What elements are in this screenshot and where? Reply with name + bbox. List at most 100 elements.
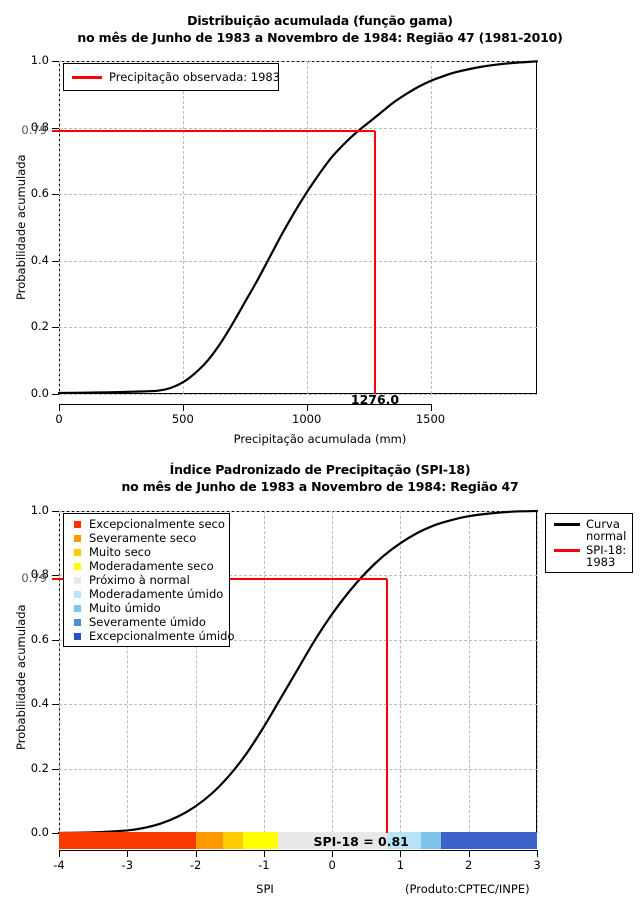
x-tick-label: 2 bbox=[465, 858, 473, 872]
legend-item: SPI-18: 1983 bbox=[546, 544, 632, 568]
grid-line-vertical bbox=[59, 61, 60, 394]
y-tick-mark bbox=[52, 768, 59, 770]
spi-value-annotation: SPI-18 = 0.81 bbox=[313, 834, 409, 849]
y-tick-label: 0.8 bbox=[30, 119, 49, 134]
grid-line-horizontal bbox=[59, 61, 537, 62]
y-tick-mark bbox=[52, 394, 59, 395]
y-tick-label: 0.0 bbox=[30, 386, 49, 400]
grid-line-horizontal bbox=[59, 768, 537, 770]
spi-class-legend-label: Excepcionalmente seco bbox=[89, 517, 225, 531]
producer-credit: (Produto:CPTEC/INPE) bbox=[405, 882, 530, 896]
y-tick-mark bbox=[52, 127, 59, 129]
spi-class-legend-label: Excepcionalmente úmido bbox=[89, 629, 235, 643]
chart2-y-axis-label: Probabilidade acumulada bbox=[14, 604, 28, 750]
grid-line-horizontal bbox=[59, 194, 537, 196]
spi-class-legend-item: Próximo à normal bbox=[64, 573, 229, 587]
x-tick-mark bbox=[263, 850, 265, 857]
spi-class-color-swatch bbox=[74, 548, 81, 556]
x-tick-mark bbox=[127, 850, 129, 857]
grid-line-vertical bbox=[332, 511, 334, 833]
y-tick-mark bbox=[52, 639, 59, 641]
x-tick-mark bbox=[537, 850, 538, 857]
spi-class-legend-item: Muito seco bbox=[64, 545, 229, 559]
observed-vertical-line bbox=[374, 130, 377, 394]
legend-line-swatch bbox=[554, 549, 580, 552]
spi-class-color-swatch bbox=[74, 604, 81, 612]
grid-line-horizontal bbox=[59, 511, 537, 512]
legend-item: Curva normal bbox=[546, 518, 632, 544]
spi-class-color-swatch bbox=[74, 520, 81, 528]
spi-class-color-swatch bbox=[74, 618, 81, 626]
y-tick-mark bbox=[52, 327, 59, 329]
spi-colorbar-segment bbox=[441, 832, 537, 849]
spi-class-legend: Excepcionalmente seco Severamente seco Mui… bbox=[63, 513, 234, 647]
chart2-x-axis-label: SPI bbox=[256, 882, 274, 896]
y-tick-mark bbox=[52, 704, 59, 706]
x-tick-mark bbox=[468, 850, 470, 857]
observed-vertical-line bbox=[386, 578, 389, 833]
spi-class-color-swatch bbox=[74, 576, 81, 584]
spi-class-color-swatch bbox=[74, 632, 81, 640]
spi-colorbar-segment bbox=[277, 832, 387, 849]
x-tick-label: 0 bbox=[328, 858, 336, 872]
spi-class-legend-item: Excepcionalmente úmido bbox=[64, 629, 234, 643]
grid-line-vertical bbox=[400, 511, 402, 833]
spi-class-legend-label: Próximo à normal bbox=[89, 573, 190, 587]
spi-class-color-swatch bbox=[74, 562, 81, 570]
grid-line-vertical bbox=[468, 511, 470, 833]
x-tick-label: 3 bbox=[533, 858, 541, 872]
spi-colorbar-segment bbox=[243, 832, 278, 849]
legend-line-swatch bbox=[72, 75, 102, 79]
spi-class-legend-label: Severamente seco bbox=[89, 531, 197, 545]
spi-cdf-chart-panel: Índice Padronizado de Precipitação (SPI-… bbox=[0, 450, 640, 900]
spi-colorbar-segment bbox=[222, 832, 244, 849]
legend-line-swatch bbox=[554, 523, 580, 526]
grid-line-horizontal bbox=[59, 260, 537, 262]
y-tick-mark bbox=[52, 575, 59, 577]
x-tick-label: -1 bbox=[258, 858, 270, 872]
y-tick-label-observed: 0.79 bbox=[21, 122, 47, 137]
spi-class-legend-label: Muito úmido bbox=[89, 601, 161, 615]
y-tick-label: 0.0 bbox=[30, 825, 49, 839]
gamma-cdf-chart-panel: Distribuição acumulada (função gama) no … bbox=[14, 13, 563, 446]
x-tick-mark bbox=[430, 404, 432, 411]
grid-line-horizontal bbox=[59, 127, 537, 129]
x-tick-label: 1500 bbox=[415, 412, 446, 426]
spi-class-legend-item: Moderadamente seco bbox=[64, 559, 229, 573]
chart1-legend: Precipitação observada: 1983 bbox=[63, 63, 280, 91]
grid-line-vertical bbox=[263, 511, 265, 833]
y-tick-label: 1.0 bbox=[30, 503, 49, 517]
x-tick-mark bbox=[400, 850, 402, 857]
x-tick-label: -4 bbox=[53, 858, 65, 872]
y-tick-label: 0.4 bbox=[30, 696, 49, 711]
y-tick-label-observed: 0.79 bbox=[21, 570, 47, 585]
y-tick-mark bbox=[52, 61, 59, 62]
grid-line-horizontal bbox=[59, 704, 537, 706]
x-axis-line bbox=[59, 404, 431, 405]
chart2-right-legend: Curva normal SPI-18: 1983 bbox=[545, 513, 633, 573]
y-tick-mark bbox=[52, 260, 59, 262]
y-tick-label: 0.6 bbox=[30, 186, 49, 201]
legend-item-label: SPI-18: 1983 bbox=[586, 543, 627, 569]
x-tick-mark bbox=[195, 850, 197, 857]
x-tick-label: -3 bbox=[121, 858, 134, 872]
x-tick-label: 0 bbox=[55, 412, 63, 426]
grid-line-horizontal bbox=[59, 394, 537, 395]
spi-class-color-swatch bbox=[74, 534, 81, 542]
value-annotation: 1276.0 bbox=[350, 392, 400, 407]
x-tick-mark bbox=[332, 850, 334, 857]
x-tick-label: -2 bbox=[189, 858, 202, 872]
legend-item-label: Curva normal bbox=[586, 517, 627, 543]
legend-item: Precipitação observada: 1983 bbox=[64, 70, 280, 84]
spi-class-legend-label: Muito seco bbox=[89, 545, 152, 559]
spi-class-legend-item: Excepcionalmente seco bbox=[64, 517, 229, 531]
spi-class-legend-label: Moderadamente úmido bbox=[89, 587, 224, 601]
chart1-y-axis-label: Probabilidade acumulada bbox=[14, 154, 28, 300]
spi-colorbar bbox=[59, 832, 537, 849]
spi-colorbar-segment bbox=[195, 832, 223, 849]
grid-line-vertical bbox=[59, 511, 60, 833]
grid-line-vertical bbox=[537, 511, 538, 833]
chart1-title-line1: Distribuição acumulada (função gama) bbox=[187, 13, 453, 28]
legend-item-label: Precipitação observada: 1983 bbox=[109, 70, 281, 84]
x-tick-label: 1000 bbox=[292, 412, 322, 426]
